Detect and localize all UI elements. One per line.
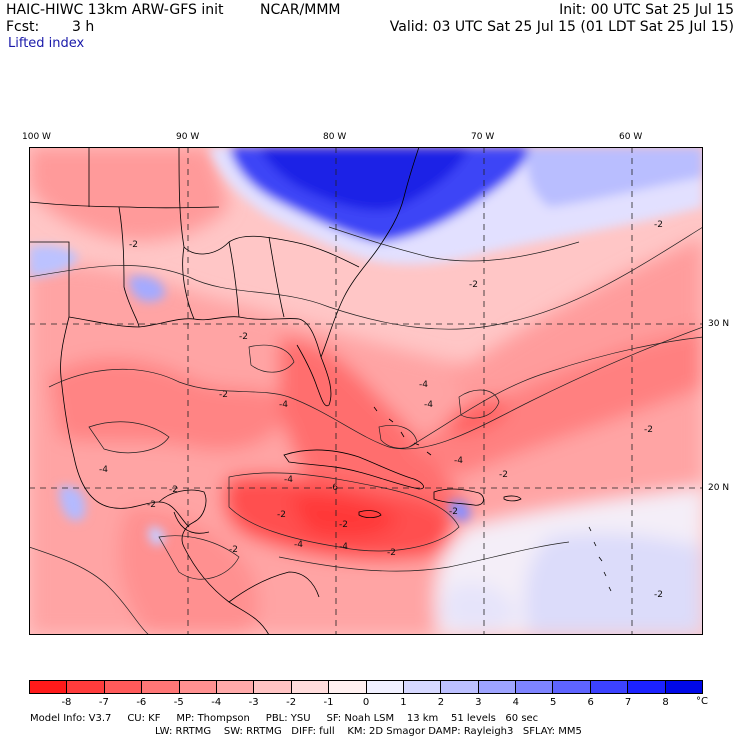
init-time: Init: 00 UTC Sat 25 Jul 15 [559,2,734,18]
colorbar-tick-label: 0 [362,697,370,708]
contour-lines [29,226,703,635]
colorbar-tick-label: 5 [550,697,557,708]
contour-label: -2 [169,485,178,495]
contour-label: -4 [339,542,348,552]
colorbar-tick-label: -4 [211,697,222,708]
colorbar-swatch [589,681,628,693]
contour-label: -2 [654,220,663,230]
contour-label: -4 [419,380,428,390]
colorbar-swatch [515,681,553,693]
contour-label: -2 [229,545,238,555]
lat-label-20n: 20 N [708,483,730,493]
lon-label-100w: 100 W [22,132,51,142]
contour-label: -4 [424,400,433,410]
lon-label-90w: 90 W [176,132,200,142]
colorbar-swatch [402,681,441,693]
graticule [29,147,703,635]
lifted-index-map: -2 -2 -2 -4 -4 -4 -2 -2 -2 -2 -4 -6 -4 -… [29,147,703,635]
org-label: NCAR/MMM [260,2,341,18]
stable-blue-region [29,147,703,546]
fcst-label: Fcst: [6,19,40,35]
model-title: HAIC-HIWC 13km ARW-GFS init [6,2,224,18]
contour-label: -2 [644,425,653,435]
colorbar-swatch [328,681,366,693]
colorbar-swatch [30,681,67,693]
contour-label: -4 [279,400,288,410]
field-name: Lifted index [8,36,85,51]
colorbar [29,680,703,694]
colorbar-swatch [290,681,329,693]
colorbar-tick-label: -1 [323,697,334,708]
colorbar-tick-label: 8 [662,697,669,708]
colorbar-unit: °C [696,696,708,707]
colorbar-swatch [627,681,665,693]
colorbar-tick-label: 1 [400,697,407,708]
colorbar-tick-label: 2 [437,697,445,708]
contour-label: -2 [339,520,348,530]
contour-label: -2 [219,390,228,400]
colorbar-tick-label: -6 [136,697,147,708]
colorbar-swatch [477,681,516,693]
model-info-line1: Model Info: V3.7 CU: KF MP: Thompson PBL… [30,713,539,724]
lat-label-30n: 30 N [708,319,730,329]
colorbar-tick-label: -5 [173,697,184,708]
colorbar-swatch [365,681,403,693]
colorbar-swatch [664,681,703,693]
coastlines [29,147,612,635]
lon-label-60w: 60 W [619,132,643,142]
lon-label-80w: 80 W [323,132,347,142]
contour-label: -6 [329,483,338,493]
colorbar-swatch [552,681,590,693]
contour-label: -2 [469,280,478,290]
contour-label: -4 [99,465,108,475]
model-info-line2: LW: RRTMG SW: RRTMG DIFF: full KM: 2D Sm… [155,726,582,737]
contour-label: -2 [277,510,286,520]
contour-label: -2 [654,590,663,600]
contour-label: -2 [499,470,508,480]
colorbar-swatch [141,681,179,693]
contour-label: -2 [239,332,248,342]
contour-label: -4 [294,540,303,550]
colorbar-tick-label: 7 [624,697,632,708]
colorbar-tick-label: -3 [248,697,259,708]
colorbar-swatch [178,681,216,693]
colorbar-swatch [440,681,478,693]
colorbar-tick-label: -8 [61,697,72,708]
fcst-value: 3 h [72,19,95,35]
colorbar-tick-label: -2 [286,697,297,708]
contour-label: -4 [454,456,463,466]
lon-label-70w: 70 W [471,132,495,142]
colorbar-tick-label: 3 [475,697,482,708]
contour-label: -2 [387,548,396,558]
contour-label-group: -2 -2 -2 -4 -4 -4 -2 -2 -2 -2 -4 -6 -4 -… [99,220,663,600]
colorbar-swatch [215,681,254,693]
valid-time: Valid: 03 UTC Sat 25 Jul 15 (01 LDT Sat … [389,19,734,35]
colorbar-tick-label: 6 [587,697,594,708]
contour-label: -2 [129,240,138,250]
colorbar-swatch [253,681,291,693]
colorbar-swatch [66,681,104,693]
colorbar-tick-label: 4 [512,697,519,708]
colorbar-tick-label: -7 [98,697,109,708]
contour-label: -2 [147,500,156,510]
map-frame [29,147,703,635]
colorbar-swatch [103,681,142,693]
contour-label: -4 [284,475,293,485]
contour-label: -2 [449,507,458,517]
